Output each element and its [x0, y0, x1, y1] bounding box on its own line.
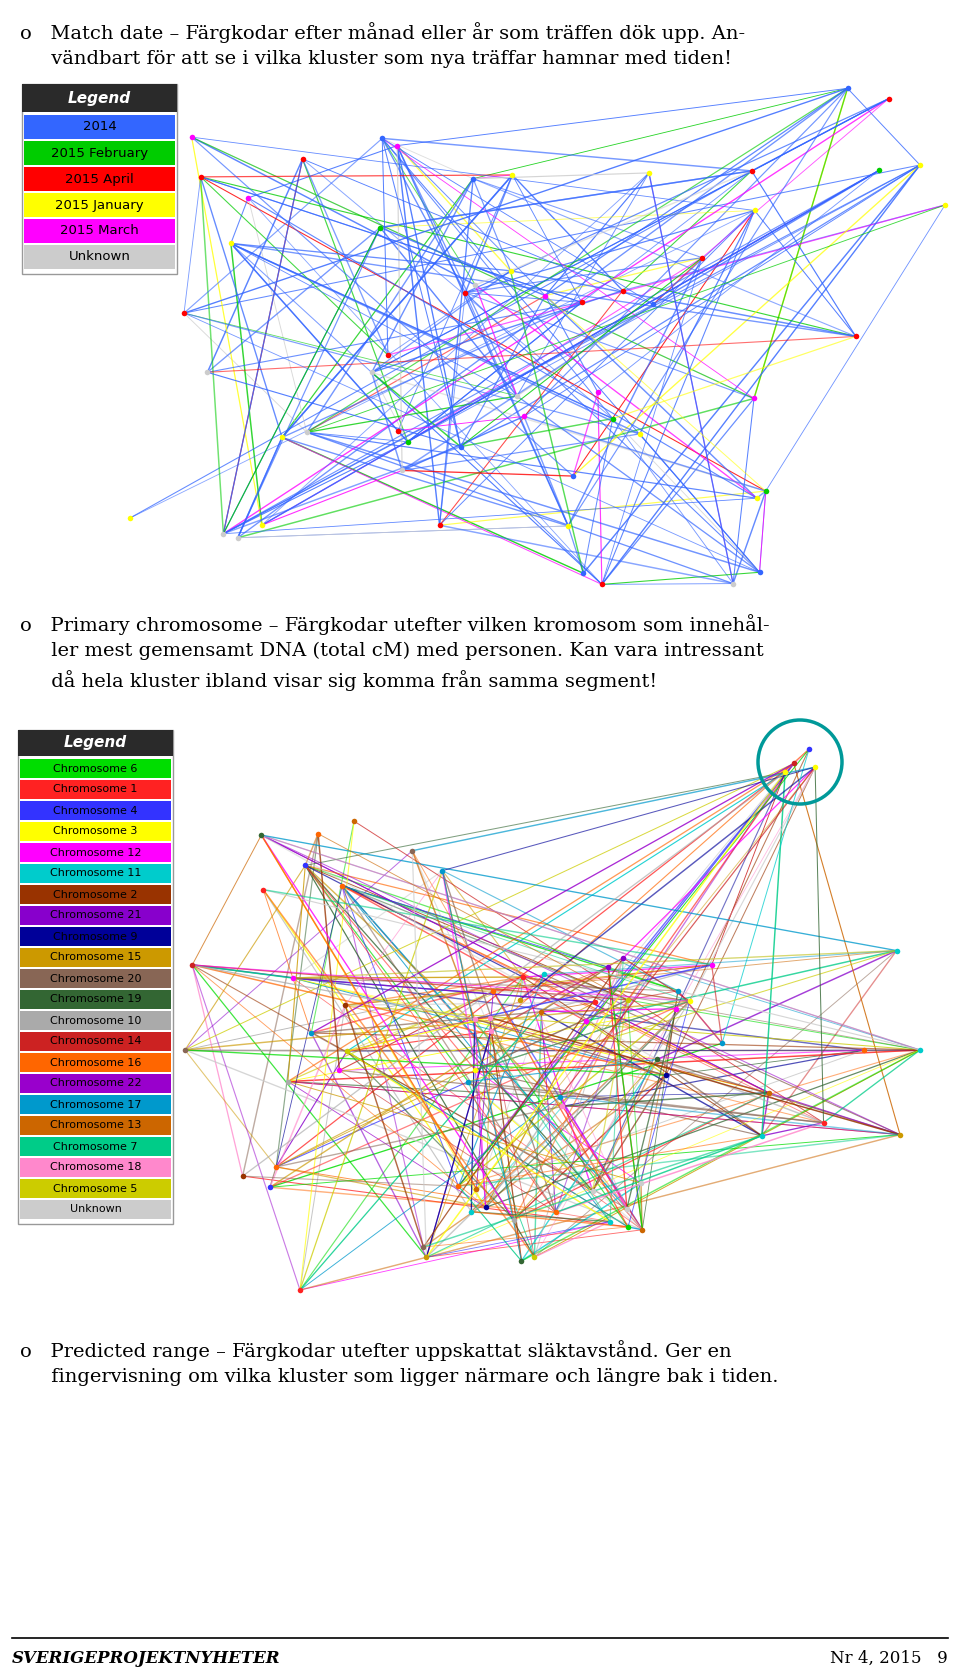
- Bar: [24, 114, 175, 139]
- Bar: [22, 84, 177, 274]
- Text: vändbart för att se i vilka kluster som nya träffar hamnar med tiden!: vändbart för att se i vilka kluster som …: [20, 50, 732, 67]
- Text: Chromosome 15: Chromosome 15: [50, 953, 141, 963]
- Bar: [20, 969, 171, 988]
- Bar: [20, 1200, 171, 1220]
- Text: Chromosome 12: Chromosome 12: [50, 847, 141, 857]
- Text: Chromosome 11: Chromosome 11: [50, 869, 141, 879]
- Text: Unknown: Unknown: [68, 250, 131, 264]
- Text: 2015 February: 2015 February: [51, 146, 148, 160]
- Bar: [20, 1116, 171, 1136]
- Bar: [20, 1032, 171, 1052]
- Bar: [22, 84, 177, 113]
- Bar: [20, 1053, 171, 1072]
- Bar: [20, 822, 171, 842]
- Text: Chromosome 9: Chromosome 9: [53, 931, 137, 941]
- Text: Nr 4, 2015   9: Nr 4, 2015 9: [830, 1650, 948, 1667]
- Text: fingervisning om vilka kluster som ligger närmare och längre bak i tiden.: fingervisning om vilka kluster som ligge…: [20, 1368, 779, 1386]
- Bar: [24, 218, 175, 244]
- Text: Legend: Legend: [64, 736, 127, 751]
- Text: Chromosome 19: Chromosome 19: [50, 995, 141, 1005]
- Bar: [20, 990, 171, 1010]
- Text: Chromosome 10: Chromosome 10: [50, 1015, 141, 1025]
- Bar: [24, 141, 175, 165]
- Text: Chromosome 20: Chromosome 20: [50, 973, 141, 983]
- Text: Chromosome 2: Chromosome 2: [53, 889, 137, 899]
- Bar: [20, 1011, 171, 1030]
- Text: Chromosome 7: Chromosome 7: [53, 1141, 137, 1151]
- Bar: [24, 245, 175, 269]
- Text: o   Primary chromosome – Färgkodar utefter vilken kromosom som innehål-: o Primary chromosome – Färgkodar utefter…: [20, 613, 770, 635]
- Text: 2015 March: 2015 March: [60, 225, 139, 237]
- Text: Chromosome 16: Chromosome 16: [50, 1057, 141, 1067]
- Bar: [20, 1074, 171, 1094]
- Text: Chromosome 6: Chromosome 6: [54, 763, 137, 773]
- Bar: [20, 759, 171, 778]
- Text: Chromosome 17: Chromosome 17: [50, 1099, 141, 1109]
- Bar: [20, 927, 171, 946]
- Bar: [20, 864, 171, 884]
- Text: Chromosome 14: Chromosome 14: [50, 1037, 141, 1047]
- Bar: [20, 906, 171, 926]
- Text: Unknown: Unknown: [69, 1205, 121, 1215]
- Bar: [20, 948, 171, 968]
- Bar: [20, 885, 171, 904]
- Bar: [24, 166, 175, 192]
- Bar: [20, 843, 171, 862]
- Text: Chromosome 13: Chromosome 13: [50, 1121, 141, 1131]
- Text: Chromosome 22: Chromosome 22: [50, 1079, 141, 1089]
- Text: Legend: Legend: [68, 91, 132, 106]
- Text: Chromosome 3: Chromosome 3: [54, 827, 137, 837]
- Text: Chromosome 18: Chromosome 18: [50, 1163, 141, 1173]
- Text: Chromosome 4: Chromosome 4: [53, 805, 137, 815]
- Text: 2015 April: 2015 April: [65, 173, 133, 185]
- Bar: [20, 1095, 171, 1114]
- Bar: [20, 1137, 171, 1156]
- Text: då hela kluster ibland visar sig komma från samma segment!: då hela kluster ibland visar sig komma f…: [20, 670, 658, 690]
- Bar: [20, 801, 171, 820]
- Bar: [20, 1179, 171, 1198]
- Text: o   Match date – Färgkodar efter månad eller år som träffen dök upp. An-: o Match date – Färgkodar efter månad ell…: [20, 22, 745, 44]
- Text: Chromosome 1: Chromosome 1: [54, 785, 137, 795]
- Text: SVERIGEPROJEKTNYHETER: SVERIGEPROJEKTNYHETER: [12, 1650, 280, 1667]
- Text: ler mest gemensamt DNA (total cM) med personen. Kan vara intressant: ler mest gemensamt DNA (total cM) med pe…: [20, 642, 764, 660]
- Bar: [24, 193, 175, 217]
- Text: 2014: 2014: [83, 121, 116, 133]
- Bar: [20, 1158, 171, 1178]
- Text: o   Predicted range – Färgkodar utefter uppskattat släktavstånd. Ger en: o Predicted range – Färgkodar utefter up…: [20, 1341, 732, 1361]
- Bar: [18, 731, 173, 756]
- Text: Chromosome 21: Chromosome 21: [50, 911, 141, 921]
- Text: 2015 January: 2015 January: [55, 198, 144, 212]
- Text: Chromosome 5: Chromosome 5: [54, 1183, 137, 1193]
- Bar: [18, 731, 173, 1225]
- Bar: [20, 780, 171, 800]
